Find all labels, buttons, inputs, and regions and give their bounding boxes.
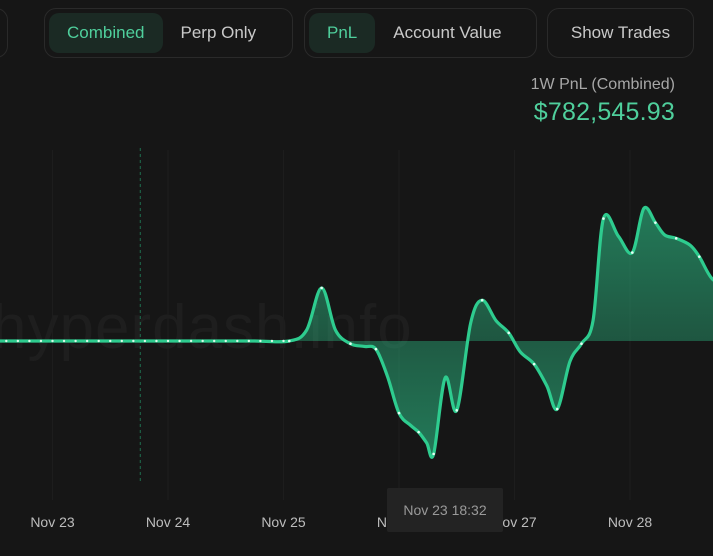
sample-marker [374,347,378,351]
tooltip-date: Nov 23 18:32 [403,502,487,518]
metric-toggle-group: PnL Account Value [304,8,537,58]
sample-marker [532,362,536,366]
combined-toggle[interactable]: Combined [49,13,163,53]
sample-marker [580,342,583,346]
sample-marker [16,339,20,343]
sample-marker [132,339,135,343]
sample-marker [62,339,66,343]
pnl-toggle[interactable]: PnL [309,13,376,53]
sample-marker [507,331,511,335]
sample-marker [602,217,605,220]
show-trades-group: Show Trades [547,8,694,58]
sample-marker [480,298,484,302]
x-tick-label: Nov 23 [30,514,75,530]
sample-marker [109,339,112,343]
sample-marker [224,339,227,343]
scope-toggle-group: Combined Perp Only [44,8,293,58]
pnl-area-positive [0,207,713,341]
sample-marker [155,339,158,343]
sample-marker [120,339,124,343]
sample-marker [85,339,89,343]
account-value-toggle[interactable]: Account Value [393,23,502,42]
sample-marker [349,342,352,346]
sample-marker [74,339,77,343]
sample-marker [5,339,8,343]
sample-marker [189,339,193,343]
pnl-value: $782,545.93 [533,98,675,126]
sample-marker [432,452,435,456]
sample-marker [143,339,147,343]
sample-marker [631,251,634,254]
x-tick-label: Nov 27 [492,514,537,530]
pnl-period-label: 1W PnL (Combined) [530,76,675,93]
sample-marker [97,339,100,343]
sample-marker [287,339,291,343]
sample-marker [247,339,251,343]
sample-marker [674,237,678,240]
vertical-grid-lines [52,150,631,500]
sample-marker [236,339,239,343]
sample-marker [259,339,262,343]
x-tick-label: Nov 24 [146,514,191,530]
sample-marker [455,409,459,412]
perp-only-toggle[interactable]: Perp Only [180,23,257,42]
sample-marker [654,221,657,224]
sample-marker [201,339,204,343]
x-tick-label: Nov 28 [608,514,653,530]
show-trades-button[interactable]: Show Trades [570,23,671,42]
sample-marker [417,430,420,434]
crosshair-tooltip: Nov 23 18:32 [387,488,503,532]
sample-marker [320,286,323,290]
sample-marker [397,411,401,415]
sample-marker [166,339,170,343]
sample-marker [51,339,54,343]
sample-marker [698,255,701,258]
sample-markers [5,217,701,456]
sample-marker [178,339,181,343]
sample-marker [270,339,274,343]
sample-marker [555,407,559,411]
sample-marker [28,339,31,343]
sample-marker [282,339,285,343]
sample-marker [213,339,216,343]
sample-marker [39,339,43,343]
x-tick-label: Nov 25 [261,514,306,530]
